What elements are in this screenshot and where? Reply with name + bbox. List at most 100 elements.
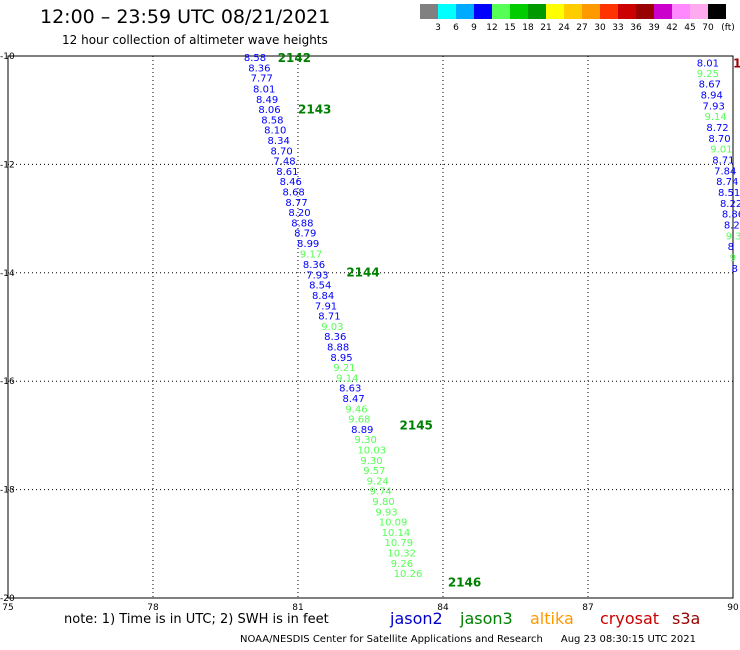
data-point-label: 8.99 [297, 239, 319, 250]
data-point-label: 9.30 [355, 435, 377, 446]
legend-unit: (ft) [721, 23, 735, 33]
pass-number-label: 16 [733, 57, 740, 71]
legend-swatch [528, 4, 546, 19]
data-point-label: 8 [732, 264, 738, 275]
legend-swatch [474, 4, 492, 19]
legend-swatch [672, 4, 690, 19]
data-point-label: 8.20 [288, 208, 310, 219]
data-point-label: 9.74 [370, 487, 392, 498]
data-point-label: 8.58 [244, 53, 266, 64]
data-point-label: 8.68 [283, 188, 305, 199]
legend-swatch [456, 4, 474, 19]
pass-number-label: 2146 [448, 576, 481, 590]
data-point-label: 9.14 [704, 112, 726, 123]
legend-swatch [654, 4, 672, 19]
y-tick-label: -12 [0, 160, 15, 170]
y-tick-label: -16 [0, 377, 15, 387]
data-point-label: 8.58 [261, 115, 283, 126]
data-point-label: 9.57 [363, 466, 385, 477]
data-point-label: 10.03 [357, 445, 386, 456]
data-point-label: 8.70 [708, 134, 730, 145]
footer: NOAA/NESDIS Center for Satellite Applica… [240, 634, 696, 645]
data-point-label: 8.84 [312, 291, 334, 302]
legend-swatch [582, 4, 600, 19]
legend-swatch [636, 4, 654, 19]
data-point-label: 8.01 [253, 85, 275, 96]
legend-label: 3 [435, 23, 441, 33]
data-point-label: 7.48 [273, 157, 295, 168]
data-point-label: 8.94 [701, 90, 723, 101]
legend-label: 15 [504, 23, 516, 33]
data-point-label: 8.47 [342, 394, 364, 405]
data-point-label: 8.77 [285, 198, 307, 209]
data-point-label: 8.79 [294, 229, 316, 240]
legend-label: 36 [630, 23, 642, 33]
legend-label: 42 [666, 23, 678, 33]
data-point-label: 8.2 [724, 221, 740, 232]
legend-swatch [510, 4, 528, 19]
data-point-label: 7.84 [714, 166, 736, 177]
data-point-label: 8.51 [718, 188, 740, 199]
data-point-label: 8.88 [291, 218, 313, 229]
data-point-label: 9.80 [372, 497, 394, 508]
pass-number-label: 2144 [346, 266, 379, 280]
x-tick-label: 78 [147, 603, 159, 613]
data-point-label: 10.14 [382, 528, 411, 539]
data-point-label: 8.36 [303, 260, 325, 271]
pass-number-label: 2143 [298, 103, 331, 117]
data-point-label: 9.21 [333, 363, 355, 374]
x-tick-label: 75 [2, 603, 13, 613]
data-point-label: 8.70 [270, 146, 292, 157]
data-point-label: 7.93 [306, 270, 328, 281]
legend-swatch [546, 4, 564, 19]
legend-swatch [690, 4, 708, 19]
legend-label: 18 [522, 23, 534, 33]
data-point-label: 9.01 [710, 145, 732, 156]
data-point-label: 9.17 [300, 249, 322, 260]
legend-swatch [492, 4, 510, 19]
legend-swatch [708, 4, 726, 19]
x-tick-label: 87 [582, 603, 593, 613]
legend-label: 27 [576, 23, 588, 33]
legend-label: 70 [702, 23, 714, 33]
data-point-label: 9 [730, 253, 736, 264]
data-point-label: 8.36 [324, 332, 346, 343]
satellite-label-s3a: s3a [672, 609, 701, 628]
legend-swatch [618, 4, 636, 19]
satellite-label-jason3: jason3 [460, 609, 513, 628]
x-tick-label: 81 [292, 603, 303, 613]
data-point-label: 8.34 [268, 136, 290, 147]
chart-subtitle: 12 hour collection of altimeter wave hei… [62, 33, 328, 47]
data-point-label: 10.32 [387, 548, 416, 559]
data-point-label: 8.10 [264, 126, 286, 137]
legend-label: 24 [558, 23, 570, 33]
data-point-label: 8.88 [327, 343, 349, 354]
data-point-label: 8.61 [276, 167, 298, 178]
legend-label: 12 [486, 23, 498, 33]
data-point-label: 8.63 [339, 384, 361, 395]
data-point-label: 9.93 [375, 507, 397, 518]
data-point-label: 8.72 [706, 123, 728, 134]
plot-frame [7, 55, 734, 599]
units-note: note: 1) Time is in UTC; 2) SWH is in fe… [64, 612, 329, 627]
legend-label: 9 [471, 23, 477, 33]
legend-label: 45 [684, 23, 696, 33]
data-point-label: 9.3 [726, 231, 740, 242]
data-point-label: 9.68 [348, 415, 370, 426]
data-point-label: 9.03 [321, 322, 343, 333]
data-point-label: 8.46 [280, 177, 302, 188]
data-point-label: 8.22 [720, 199, 740, 210]
chart-title: 12:00 – 23:59 UTC 08/21/2021 [40, 6, 331, 28]
legend-swatch [564, 4, 582, 19]
data-point-label: 8.06 [258, 105, 280, 116]
pass-number-label: 2142 [278, 51, 311, 65]
data-point-label: 8.86 [722, 210, 740, 221]
x-tick-label: 84 [437, 603, 449, 613]
data-point-label: 8.36 [248, 63, 270, 74]
legend-label: 30 [594, 23, 606, 33]
data-point-label: 8.01 [697, 59, 719, 70]
x-tick-label: 90 [727, 603, 739, 613]
data-point-label: 9.46 [345, 404, 367, 415]
satellite-label-jason2: jason2 [390, 609, 443, 628]
legend-label: 21 [540, 23, 552, 33]
